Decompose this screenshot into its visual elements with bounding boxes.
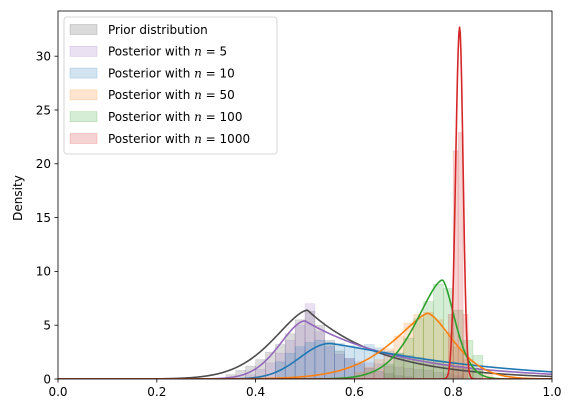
legend-label: Posterior with n = 1000 xyxy=(108,132,250,146)
y-tick-label: 25 xyxy=(36,103,51,117)
density-curve-3 xyxy=(58,312,552,379)
histogram-bar xyxy=(334,350,345,379)
legend-label: Posterior with n = 10 xyxy=(108,66,235,80)
histogram-bar xyxy=(452,375,464,379)
legend-label: Posterior with n = 50 xyxy=(108,88,235,102)
legend-swatch xyxy=(69,24,98,35)
histogram-0 xyxy=(225,310,414,379)
legend-swatch xyxy=(69,67,98,79)
plot-area: 0.0 0.2 0.4 0.6 0.8 1.0 0 5 10 15 20 25 30 Prior dist… xyxy=(36,10,562,399)
histogram-bar xyxy=(284,352,296,379)
histogram-bar xyxy=(334,343,345,379)
histogram-bar xyxy=(403,376,414,379)
histogram-bar xyxy=(413,318,424,379)
histogram-bar xyxy=(304,303,316,379)
histogram-bar xyxy=(354,361,365,379)
histogram-bar xyxy=(433,319,444,379)
histogram-bar xyxy=(403,367,414,379)
legend: Prior distribution Posterior with n = 5 Po… xyxy=(63,16,278,155)
histogram-bar xyxy=(403,322,414,379)
y-tick-label: 30 xyxy=(36,49,51,63)
x-tick-label: 0.4 xyxy=(246,385,265,399)
histogram-bar xyxy=(324,346,335,379)
density-curve-2 xyxy=(58,342,552,379)
density-curve-5 xyxy=(58,26,552,379)
density-curve-1 xyxy=(58,320,552,379)
histogram-bar xyxy=(383,363,395,379)
x-tick-label: 0.2 xyxy=(147,385,166,399)
legend-label: Posterior with n = 100 xyxy=(108,110,242,124)
histogram-bar xyxy=(413,314,424,379)
legend-label: Posterior with n = 5 xyxy=(108,45,227,59)
histogram-bar xyxy=(413,369,424,379)
histogram-bar xyxy=(334,353,345,379)
histogram-bar xyxy=(393,375,405,379)
histogram-bar xyxy=(304,310,316,379)
y-tick-label: 20 xyxy=(36,157,51,171)
histogram-bar xyxy=(423,311,434,379)
x-tick-label: 0.8 xyxy=(444,385,463,399)
axes-frame xyxy=(57,10,553,380)
x-tick-label: 0.0 xyxy=(48,385,67,399)
histogram-2 xyxy=(275,339,484,379)
histogram-bar xyxy=(265,362,276,379)
y-tick-label: 5 xyxy=(43,318,51,332)
histogram-1 xyxy=(245,303,464,379)
histogram-bar xyxy=(457,132,464,379)
histogram-bar xyxy=(393,366,405,379)
y-tick-label: 15 xyxy=(36,211,51,225)
x-tick-label: 0.6 xyxy=(345,385,364,399)
histogram-bar xyxy=(423,370,434,379)
legend-box xyxy=(63,16,278,155)
histogram-bar xyxy=(344,345,355,379)
y-tick-label: 0 xyxy=(43,372,51,386)
histogram-bar xyxy=(265,351,276,379)
y-axis-label: Density xyxy=(11,175,25,221)
histogram-bar xyxy=(255,369,266,379)
legend-label: Prior distribution xyxy=(108,23,208,37)
histogram-bar xyxy=(393,352,405,379)
x-tick-label: 1.0 xyxy=(542,385,561,399)
legend-swatch xyxy=(69,133,98,144)
histogram-bar xyxy=(275,352,286,379)
legend-swatch xyxy=(69,45,98,57)
y-tick-label: 10 xyxy=(36,265,51,279)
legend-swatch xyxy=(69,89,98,101)
legend-swatch xyxy=(69,111,98,122)
histogram-bar xyxy=(294,319,306,379)
histogram-bar xyxy=(393,352,405,379)
histogram-bar xyxy=(294,346,306,379)
